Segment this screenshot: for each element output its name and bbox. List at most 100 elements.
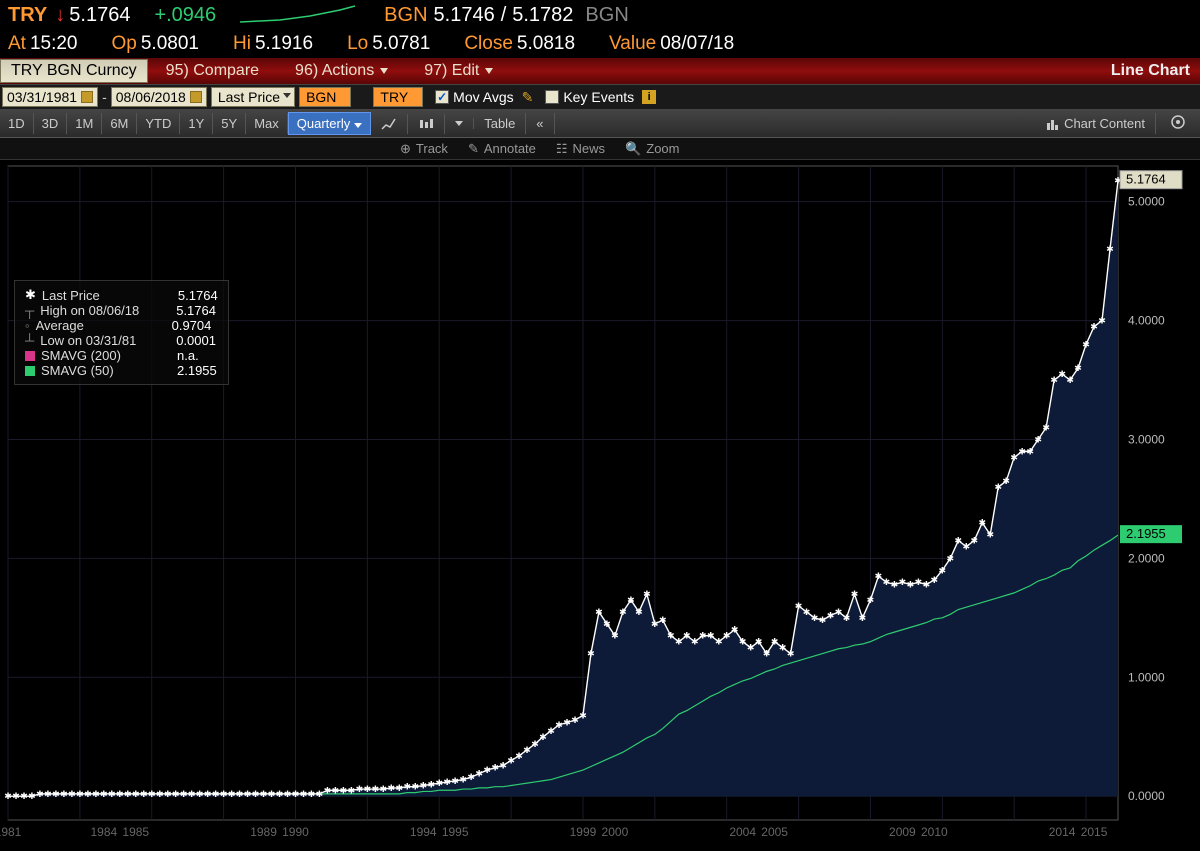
svg-text:✱: ✱ (1082, 339, 1090, 349)
range-3d-button[interactable]: 3D (34, 113, 68, 134)
bars-icon (1046, 118, 1060, 130)
svg-text:✱: ✱ (875, 571, 883, 581)
chart-content-label: Chart Content (1064, 116, 1145, 131)
svg-text:✱: ✱ (795, 601, 803, 611)
info-icon[interactable]: i (642, 90, 656, 104)
svg-text:✱: ✱ (92, 789, 100, 799)
range-5y-button[interactable]: 5Y (213, 113, 246, 134)
svg-text:✱: ✱ (356, 784, 364, 794)
legend-high-value: 5.1764 (176, 303, 216, 318)
svg-text:✱: ✱ (619, 607, 627, 617)
svg-text:✱: ✱ (787, 649, 795, 659)
svg-text:✱: ✱ (723, 631, 731, 641)
chart-area[interactable]: 0.00001.00002.00003.00004.00005.00001981… (0, 160, 1200, 851)
range-max-button[interactable]: Max (246, 113, 288, 134)
svg-text:✱: ✱ (595, 607, 603, 617)
source-select[interactable]: BGN (299, 87, 351, 107)
svg-text:✱: ✱ (539, 732, 547, 742)
svg-text:✱: ✱ (451, 776, 459, 786)
svg-text:✱: ✱ (491, 763, 499, 773)
movavgs-checkbox[interactable]: ✓Mov Avgs✎ (435, 89, 533, 106)
source-value: BGN (306, 89, 336, 105)
svg-text:✱: ✱ (939, 565, 947, 575)
svg-text:✱: ✱ (1050, 375, 1058, 385)
ticker-badge[interactable]: TRY BGN Curncy (0, 59, 148, 83)
range-1d-button[interactable]: 1D (0, 113, 34, 134)
overflow-dropdown[interactable] (445, 118, 474, 129)
svg-text:✱: ✱ (196, 789, 204, 799)
range-1y-button[interactable]: 1Y (180, 113, 213, 134)
svg-text:✱: ✱ (244, 789, 252, 799)
svg-text:✱: ✱ (915, 577, 923, 587)
date-from-input[interactable]: 03/31/1981 (2, 87, 98, 107)
edit-dropdown[interactable]: 97) Edit (406, 58, 511, 84)
svg-text:✱: ✱ (100, 789, 108, 799)
legend-box[interactable]: ✱Last Price5.1764 ┬High on 08/06/185.176… (14, 280, 229, 385)
currency-select[interactable]: TRY (373, 87, 423, 107)
chart-type-label: Line Chart (1111, 62, 1200, 80)
annotate-button[interactable]: ✎Annotate (468, 141, 536, 157)
lo-value: 5.0781 (372, 33, 430, 54)
chart-style-button[interactable] (371, 114, 408, 134)
date-to-input[interactable]: 08/06/2018 (111, 87, 207, 107)
svg-text:✱: ✱ (683, 631, 691, 641)
calendar-icon[interactable] (190, 91, 202, 103)
svg-text:2.1955: 2.1955 (1126, 526, 1166, 541)
settings-button[interactable] (1156, 114, 1200, 133)
svg-text:✱: ✱ (276, 789, 284, 799)
svg-text:✱: ✱ (555, 720, 563, 730)
svg-text:✱: ✱ (427, 779, 435, 789)
last-price: 5.1764 (69, 4, 130, 27)
periodicity-select[interactable]: Quarterly (288, 112, 371, 135)
svg-text:✱: ✱ (188, 789, 196, 799)
price-field-select[interactable]: Last Price (211, 87, 295, 107)
checkbox-icon: ✓ (545, 90, 559, 104)
svg-text:✱: ✱ (635, 607, 643, 617)
chart-content-button[interactable]: Chart Content (1036, 113, 1156, 134)
hi-label: Hi (233, 33, 251, 54)
svg-text:✱: ✱ (819, 615, 827, 625)
svg-text:✱: ✱ (324, 785, 332, 795)
close-value: 5.0818 (517, 33, 575, 54)
svg-text:✱: ✱ (867, 595, 875, 605)
svg-text:✱: ✱ (411, 782, 419, 792)
op-label: Op (112, 33, 137, 54)
svg-text:✱: ✱ (1010, 452, 1018, 462)
keyevents-checkbox[interactable]: ✓Key Eventsi (545, 89, 656, 105)
svg-text:✱: ✱ (587, 649, 595, 659)
value-label: Value (609, 33, 656, 54)
periodicity-value: Quarterly (297, 116, 350, 131)
pencil-icon[interactable]: ✎ (522, 89, 534, 106)
collapse-button[interactable]: « (526, 113, 554, 134)
table-button[interactable]: Table (474, 113, 526, 134)
pencil-icon: ✎ (468, 141, 479, 157)
news-button[interactable]: ☷News (556, 141, 605, 157)
svg-text:1989: 1989 (250, 825, 277, 839)
calendar-icon[interactable] (81, 91, 93, 103)
range-6m-button[interactable]: 6M (102, 113, 137, 134)
svg-text:✱: ✱ (292, 789, 300, 799)
svg-text:2010: 2010 (921, 825, 948, 839)
svg-text:✱: ✱ (579, 710, 587, 720)
svg-text:✱: ✱ (443, 777, 451, 787)
legend-sma50-label: SMAVG (50) (41, 363, 171, 378)
op-value: 5.0801 (141, 33, 199, 54)
svg-text:✱: ✱ (763, 649, 771, 659)
svg-text:✱: ✱ (1002, 476, 1010, 486)
svg-text:✱: ✱ (380, 784, 388, 794)
range-1m-button[interactable]: 1M (67, 113, 102, 134)
zoom-button[interactable]: 🔍Zoom (625, 141, 679, 157)
svg-text:✱: ✱ (707, 631, 715, 641)
range-ytd-button[interactable]: YTD (137, 113, 180, 134)
track-button[interactable]: ⊕Track (400, 141, 448, 157)
svg-text:✱: ✱ (1074, 363, 1082, 373)
legend-sma200-value: n.a. (177, 348, 199, 363)
actions-dropdown[interactable]: 96) Actions (277, 58, 406, 84)
svg-text:✱: ✱ (252, 789, 260, 799)
svg-text:✱: ✱ (1018, 446, 1026, 456)
candle-style-button[interactable] (408, 114, 445, 134)
svg-text:✱: ✱ (124, 789, 132, 799)
compare-button[interactable]: 95) Compare (148, 58, 277, 84)
hi-value: 5.1916 (255, 33, 313, 54)
svg-text:2014: 2014 (1049, 825, 1076, 839)
